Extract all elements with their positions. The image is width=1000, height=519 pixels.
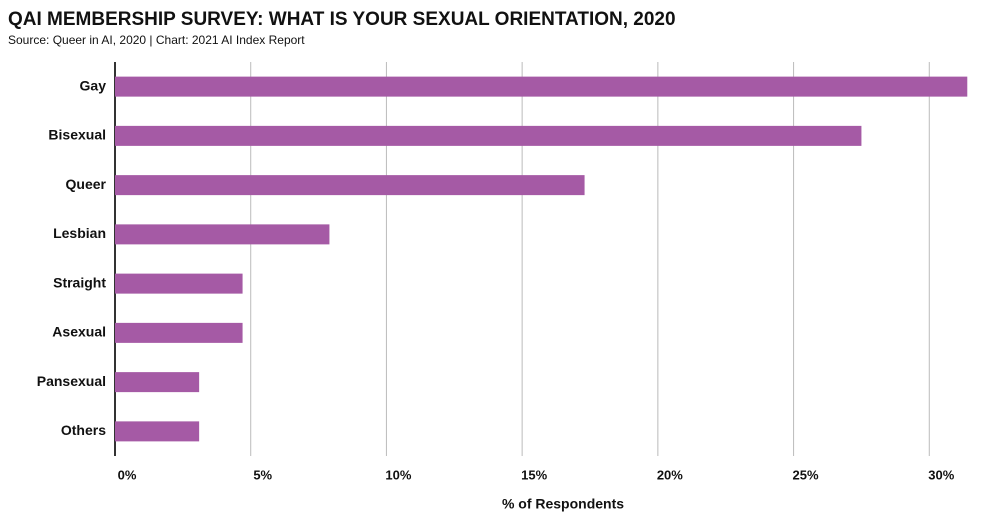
chart-subtitle: Source: Queer in AI, 2020 | Chart: 2021 … (8, 33, 305, 47)
bar (115, 372, 200, 393)
y-tick-label: Queer (66, 176, 107, 192)
y-tick-label: Others (61, 422, 106, 438)
x-tick-label: 5% (253, 467, 272, 482)
bar (115, 76, 968, 97)
chart-title: QAI MEMBERSHIP SURVEY: WHAT IS YOUR SEXU… (8, 9, 676, 30)
y-tick-label: Gay (80, 77, 107, 93)
x-tick-label: 25% (793, 467, 819, 482)
bar (115, 125, 862, 146)
y-tick-label: Pansexual (37, 373, 106, 389)
bar (115, 273, 243, 294)
bar (115, 421, 200, 442)
x-tick-label: 20% (657, 467, 683, 482)
y-tick-label: Bisexual (48, 127, 106, 143)
bar (115, 322, 243, 343)
bar (115, 175, 585, 196)
y-tick-label: Asexual (52, 324, 106, 340)
x-tick-label: 30% (928, 467, 954, 482)
x-tick-label: 15% (521, 467, 547, 482)
x-tick-label: 0% (118, 467, 137, 482)
x-tick-label: 10% (385, 467, 411, 482)
y-tick-label: Lesbian (53, 225, 106, 241)
bar (115, 224, 330, 245)
y-tick-label: Straight (53, 274, 106, 290)
x-axis-title: % of Respondents (502, 496, 624, 512)
